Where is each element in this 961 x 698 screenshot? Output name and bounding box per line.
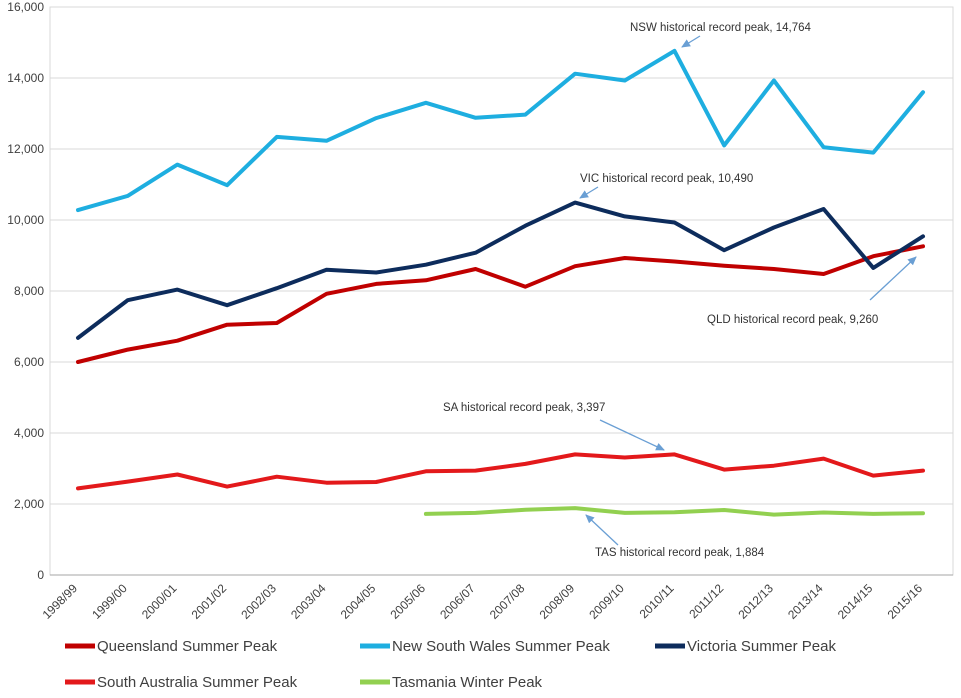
y-tick-label: 6,000 (14, 355, 44, 369)
y-tick-label: 14,000 (7, 71, 44, 85)
annotations: NSW historical record peak, 14,764 VIC hi… (443, 22, 917, 559)
legend-item-nsw: New South Wales Summer Peak (360, 638, 610, 655)
annotation-label: TAS historical record peak, 1,884 (595, 547, 765, 559)
legend-item-tas: Tasmania Winter Peak (360, 674, 543, 691)
series-lines (76, 48, 925, 517)
x-tick-label: 2006/07 (437, 581, 478, 622)
x-axis: 1998/99 1999/00 2000/01 2001/02 2002/03 2003/… (40, 574, 953, 622)
x-tick-label: 2000/01 (139, 581, 180, 622)
y-tick-label: 0 (37, 568, 44, 582)
legend-item-qld: Queensland Summer Peak (65, 638, 278, 655)
x-tick-label: 2014/15 (835, 581, 876, 622)
series-line-tas (423, 506, 925, 517)
x-tick-label: 2002/03 (238, 581, 279, 622)
x-tick-label: 2010/11 (637, 581, 677, 621)
x-tick-label: 2012/13 (735, 581, 776, 622)
annotation-arrow (579, 186, 599, 199)
x-tick-label: 2005/06 (387, 581, 428, 622)
legend-label: Tasmania Winter Peak (392, 674, 543, 691)
y-tick-label: 8,000 (14, 284, 44, 298)
x-tick-label: 2013/14 (785, 581, 826, 622)
series-line-nsw (76, 48, 925, 213)
y-tick-label: 10,000 (7, 213, 44, 227)
annotation-arrow (681, 35, 701, 48)
annotation-label: NSW historical record peak, 14,764 (630, 22, 811, 34)
x-tick-label: 1999/00 (89, 581, 130, 622)
x-tick-label: 2011/12 (686, 581, 726, 621)
annotation-label: SA historical record peak, 3,397 (443, 402, 605, 414)
series-line-qld (76, 244, 925, 364)
y-tick-label: 4,000 (14, 426, 44, 440)
x-tick-label: 2015/16 (885, 581, 926, 622)
legend-label: Queensland Summer Peak (97, 638, 278, 655)
y-tick-label: 2,000 (14, 497, 44, 511)
legend-label: Victoria Summer Peak (687, 638, 836, 655)
y-tick-label: 12,000 (7, 142, 44, 156)
legend-label: New South Wales Summer Peak (392, 638, 610, 655)
x-tick-label: 1998/99 (40, 581, 81, 622)
x-tick-label: 2009/10 (586, 581, 627, 622)
x-tick-label: 2007/08 (487, 581, 528, 622)
y-tick-label: 16,000 (7, 0, 44, 14)
series-line-sa (76, 452, 925, 491)
legend-label: South Australia Summer Peak (97, 674, 298, 691)
series-line-vic (76, 200, 925, 340)
annotation-arrow (599, 419, 665, 451)
legend-item-vic: Victoria Summer Peak (655, 638, 836, 655)
x-tick-label: 2004/05 (338, 581, 379, 622)
annotation-arrow (585, 514, 619, 546)
x-tick-label: 2008/09 (537, 581, 578, 622)
x-tick-label: 2001/02 (189, 581, 230, 622)
legend: Queensland Summer Peak New South Wales Su… (65, 638, 836, 691)
annotation-label: QLD historical record peak, 9,260 (707, 314, 878, 326)
annotation-label: VIC historical record peak, 10,490 (580, 173, 753, 185)
annotation-arrow (869, 256, 917, 301)
legend-item-sa: South Australia Summer Peak (65, 674, 298, 691)
x-tick-label: 2003/04 (288, 581, 329, 622)
y-axis: 0 2,000 4,000 6,000 8,000 10,000 12,000 14,000 1… (7, 0, 44, 582)
